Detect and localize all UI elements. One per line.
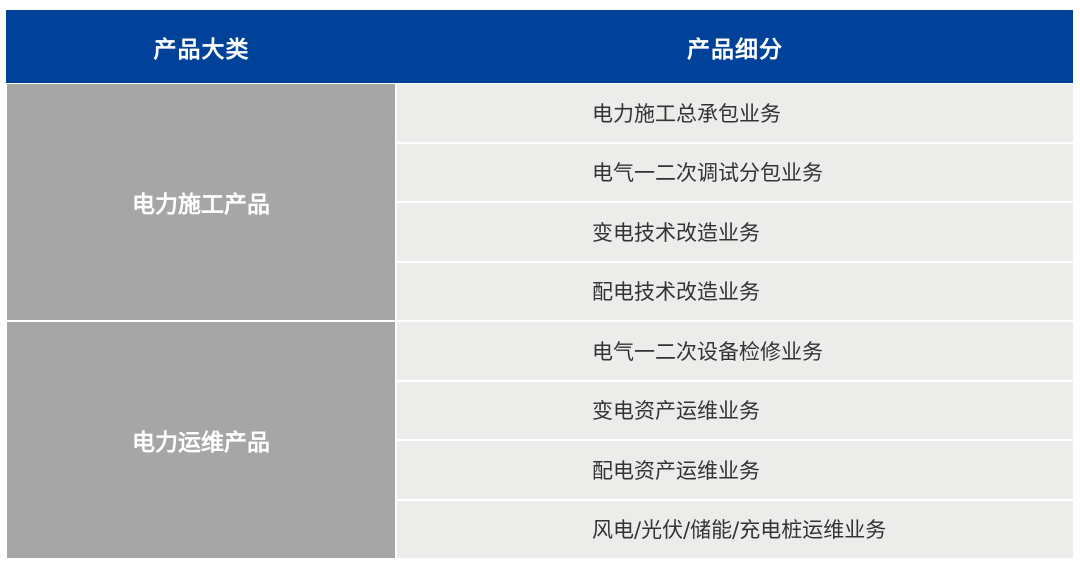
product-table: 产品大类 产品细分 电力施工产品 电力施工总承包业务 电气一二次调试分包业务 变… bbox=[6, 10, 1073, 560]
category-cell: 电力施工产品 bbox=[7, 84, 395, 320]
item-cell: 配电资产运维业务 bbox=[397, 441, 1073, 499]
header-category: 产品大类 bbox=[153, 36, 250, 63]
table-group: 电力施工产品 电力施工总承包业务 电气一二次调试分包业务 变电技术改造业务 配电… bbox=[6, 84, 1073, 320]
item-cell: 变电资产运维业务 bbox=[397, 381, 1073, 439]
table-group: 电力运维产品 电气一二次设备检修业务 变电资产运维业务 配电资产运维业务 风电/… bbox=[6, 322, 1073, 558]
header-subcategory: 产品细分 bbox=[687, 36, 783, 63]
table-body: 电力施工产品 电力施工总承包业务 电气一二次调试分包业务 变电技术改造业务 配电… bbox=[6, 84, 1073, 560]
category-cell: 电力运维产品 bbox=[7, 322, 395, 558]
item-cell: 变电技术改造业务 bbox=[397, 203, 1073, 261]
table-header: 产品大类 产品细分 bbox=[6, 10, 1073, 83]
item-cell: 风电/光伏/储能/充电桩运维业务 bbox=[397, 500, 1073, 558]
item-cell: 电气一二次设备检修业务 bbox=[397, 322, 1073, 380]
item-cell: 配电技术改造业务 bbox=[397, 262, 1073, 320]
item-cell: 电力施工总承包业务 bbox=[397, 84, 1073, 142]
item-cell: 电气一二次调试分包业务 bbox=[397, 143, 1073, 201]
